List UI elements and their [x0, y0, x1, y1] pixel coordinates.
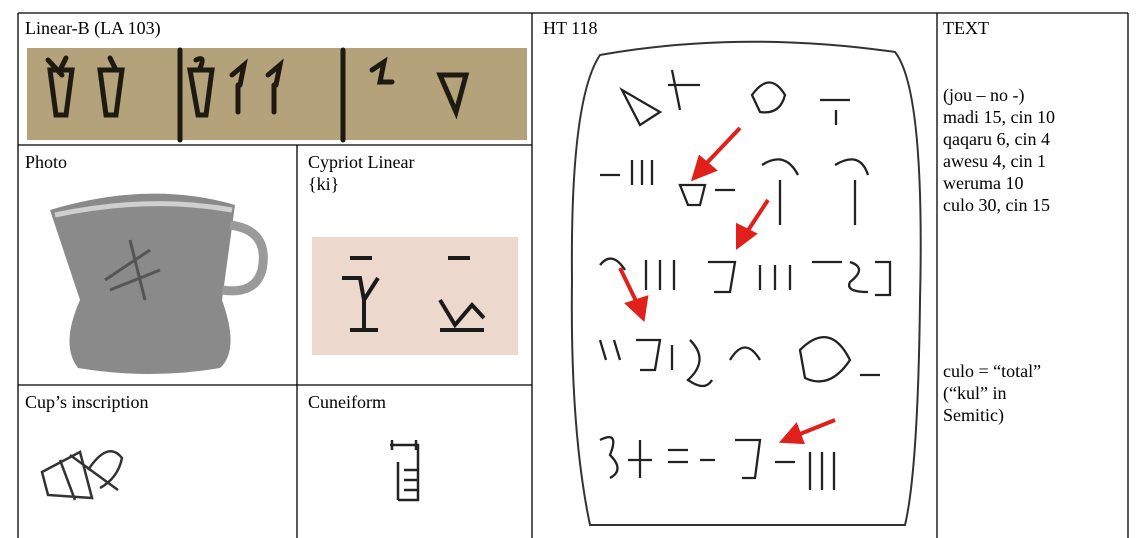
cup-photo [50, 193, 268, 374]
cup-inscription-sketch [40, 450, 124, 501]
cell-title: HT 118 [543, 18, 598, 38]
cell-title: Linear-B (LA 103) [25, 18, 161, 38]
text-line: (jou – no -) [943, 85, 1025, 105]
cell-title: {ki} [308, 174, 340, 194]
text-line: madi 15, cin 10 [943, 107, 1055, 127]
text-line: awesu 4, cin 1 [943, 151, 1046, 171]
text-line: qaqaru 6, cin 4 [943, 129, 1050, 149]
cell-title: Cup’s inscription [25, 392, 149, 412]
cell-title: Photo [25, 152, 68, 172]
text-lines: (jou – no -) madi 15, cin 10 qaqaru 6, cin… [943, 84, 1055, 216]
cell-title: Cypriot Linear [308, 152, 415, 172]
text-note: culo = “total” (“kul” in Semitic) [943, 360, 1041, 426]
text-line: Semitic) [943, 405, 1004, 425]
cypriot-image [312, 237, 518, 355]
text-line: weruma 10 [943, 173, 1024, 193]
text-line: culo = “total” [943, 361, 1042, 381]
cuneiform-glyph [390, 440, 420, 502]
cell-title: Cuneiform [308, 392, 386, 412]
linear-b-image [27, 47, 527, 143]
text-line: culo 30, cin 15 [943, 195, 1050, 215]
tablet-drawing [570, 40, 922, 526]
text-line: (“kul” in [943, 383, 1007, 403]
cell-title: TEXT [943, 18, 989, 38]
table-borders [17, 12, 1129, 538]
